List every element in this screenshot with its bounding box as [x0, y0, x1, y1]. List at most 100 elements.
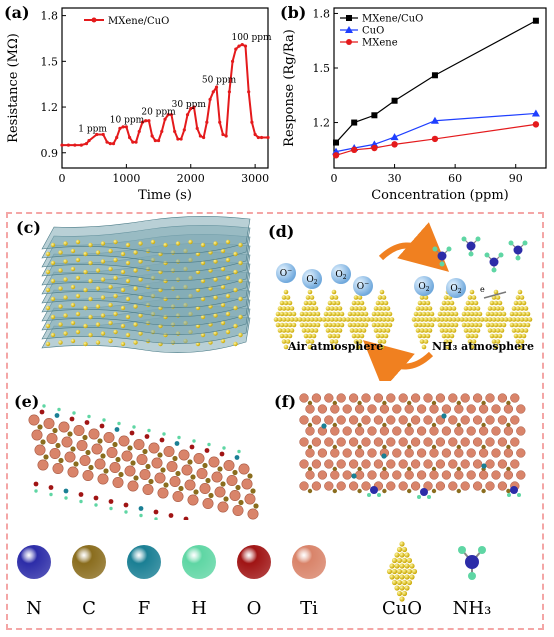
ti-atom — [416, 426, 427, 436]
o-f-atom — [93, 495, 99, 501]
cuo-crystal-atom — [339, 311, 345, 317]
ti-atom — [94, 458, 106, 470]
data-point — [247, 90, 251, 94]
cuo-crystal-atom — [521, 300, 527, 306]
cuo-crystal-atom — [453, 322, 459, 328]
legend-atom-f — [127, 545, 161, 579]
ti-atom — [336, 459, 346, 469]
cuo-crystal-atom — [329, 295, 335, 300]
o-f-atom — [138, 506, 144, 511]
data-point — [214, 85, 219, 89]
c-atom — [481, 488, 486, 494]
ti-atom — [34, 444, 46, 456]
ti-atom — [472, 481, 483, 491]
cuo-crystal-atom — [527, 317, 533, 322]
ti-atom — [441, 426, 452, 436]
cuo-crystal-atom — [469, 300, 475, 306]
ti-atom — [103, 431, 115, 443]
ti-atom — [82, 470, 94, 482]
cuo-crystal-atom — [275, 311, 281, 317]
y-axis-label: Resistance (MΩ) — [6, 33, 21, 143]
data-point-mxene-cuo — [351, 119, 358, 126]
cuo-particle — [70, 302, 76, 308]
cuo-crystal-atom — [509, 311, 515, 317]
ti-atom — [299, 437, 309, 447]
n-atom — [466, 241, 476, 251]
cuo-crystal-atom — [303, 311, 309, 317]
cuo-crystal-atom — [303, 300, 309, 306]
h-atom — [109, 506, 113, 511]
cuo-crystal-atom — [373, 328, 379, 333]
ti-atom — [324, 437, 334, 447]
c-atom — [431, 444, 437, 450]
cuo-crystal-atom — [289, 306, 295, 311]
cuo-particle — [225, 257, 231, 263]
cuo-particle — [70, 284, 76, 290]
data-point — [160, 129, 164, 134]
legend-h-atom — [458, 546, 466, 554]
cuo-crystal-atom — [309, 295, 315, 300]
cuo-crystal-atom — [451, 306, 457, 311]
ti-atom — [398, 415, 408, 425]
ti-atom — [49, 447, 61, 459]
cuo-particle — [63, 295, 68, 300]
cuo-particle — [125, 296, 131, 302]
cuo-particle — [100, 241, 106, 246]
cuo-crystal-atom — [327, 333, 333, 339]
cuo-crystal-atom — [283, 311, 289, 317]
cuo-crystal-atom — [375, 300, 381, 306]
ti-atom — [478, 426, 489, 436]
cuo-crystal-atom — [377, 295, 383, 300]
cuo-crystal-atom — [495, 306, 501, 311]
cuo-crystal-atom — [359, 333, 365, 339]
cuo-crystal-atom — [417, 333, 423, 339]
c-atom — [506, 422, 511, 428]
cuo-particle — [138, 295, 143, 300]
c-atom — [253, 503, 259, 509]
cuo-crystal-atom — [351, 322, 357, 328]
cuo-crystal-atom — [515, 317, 521, 322]
legend-atom-ti — [292, 545, 326, 579]
c-atom — [235, 484, 241, 491]
cuo-crystal-atom — [489, 333, 495, 339]
panel-label-a: (a) — [4, 3, 30, 22]
cuo-particle — [238, 260, 243, 266]
cuo-crystal-atom — [329, 328, 335, 333]
cuo-crystal-atom — [375, 322, 381, 328]
ti-atom — [386, 437, 396, 447]
chart-a-svg: 0 1000 2000 3000 0.9 1.2 1.5 1.8 Time (s) Resista… — [4, 3, 272, 203]
cuo-particle — [238, 278, 243, 284]
cuo-particle — [225, 329, 231, 335]
cuo-crystal-atom — [493, 300, 499, 306]
data-point — [121, 125, 125, 129]
o-f-atom — [159, 437, 165, 443]
cuo-crystal-atom — [443, 295, 449, 300]
cuo-particle — [108, 248, 113, 254]
ti-atom — [31, 429, 43, 441]
cuo-crystal-atom — [291, 311, 297, 317]
ti-atom — [148, 442, 160, 454]
cuo-crystal-atom — [461, 311, 467, 317]
cuo-crystal-atom — [387, 322, 393, 328]
cuo-particle — [100, 277, 106, 282]
c-atom — [431, 400, 437, 406]
cuo-particle — [108, 302, 113, 308]
cuo-crystal-atom — [307, 322, 313, 328]
c-atom — [148, 478, 154, 485]
cuo-crystal-atom — [329, 339, 335, 344]
data-point — [250, 120, 254, 124]
ti-atom — [503, 404, 514, 414]
cuo-crystal-atom — [471, 317, 477, 322]
cuo-crystal-atom — [347, 311, 353, 317]
ti-atom — [196, 468, 208, 480]
c-atom — [103, 468, 109, 474]
cuo-particle — [200, 260, 206, 266]
cuo-crystal-atom — [441, 333, 447, 339]
ti-atom — [423, 459, 433, 469]
cuo-crystal-atom — [281, 317, 287, 322]
c-atom — [357, 422, 362, 428]
c-atom — [217, 466, 223, 472]
data-point-mxene — [532, 121, 540, 128]
legend-marker — [346, 15, 352, 21]
c-atom — [160, 467, 166, 473]
